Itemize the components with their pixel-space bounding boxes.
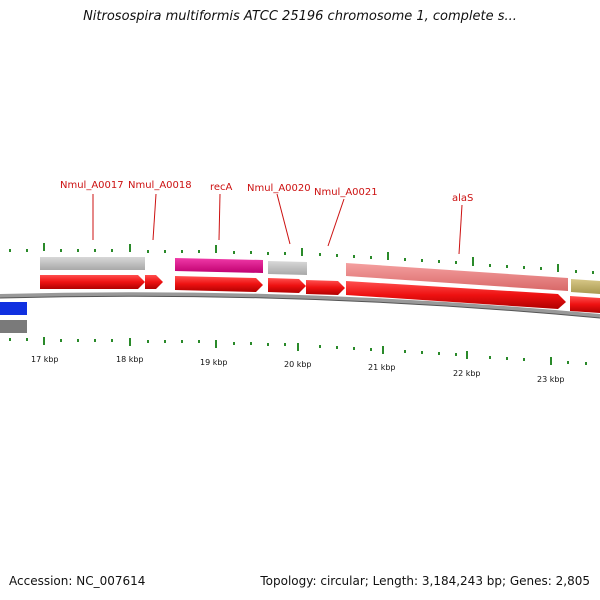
cds-arrow-nmul-a0021[interactable]	[306, 280, 345, 295]
gene-label-nmul-a0020[interactable]: Nmul_A0020	[247, 183, 311, 194]
scale-label-18kbp: 18 kbp	[116, 355, 144, 364]
gene-feature-nmul-a0020[interactable]	[268, 261, 307, 275]
cds-track	[40, 275, 600, 313]
cds-arrow-alas[interactable]	[346, 281, 566, 309]
gene-track	[40, 257, 600, 294]
gene-label-alas[interactable]: alaS	[452, 193, 473, 204]
cds-arrow-right-edge[interactable]	[570, 296, 600, 313]
scale-label-23kbp: 23 kbp	[537, 375, 565, 384]
outer-ticks	[9, 243, 594, 274]
accession-text: Accession: NC_007614	[9, 574, 146, 588]
scale-label-21kbp: 21 kbp	[368, 363, 396, 372]
scale-label-17kbp: 17 kbp	[31, 355, 59, 364]
gene-label-nmul-a0021[interactable]: Nmul_A0021	[314, 187, 378, 198]
genome-stats-text: Topology: circular; Length: 3,184,243 bp…	[260, 574, 590, 588]
scale-label-19kbp: 19 kbp	[200, 358, 228, 367]
gene-label-nmul-a0018[interactable]: Nmul_A0018	[128, 180, 192, 191]
gene-feature-reca[interactable]	[175, 258, 263, 273]
cds-arrow-reca[interactable]	[175, 276, 263, 292]
chromosome-backbone-shade	[0, 295, 600, 319]
gene-label-reca[interactable]: recA	[210, 182, 233, 193]
label-lines	[92, 193, 463, 255]
cds-arrow-nmul-a0020[interactable]	[268, 278, 306, 293]
blue-feature[interactable]	[0, 302, 27, 315]
scale-label-22kbp: 22 kbp	[453, 369, 481, 378]
cds-arrow-nmul-a0018[interactable]	[145, 275, 163, 289]
gene-label-nmul-a0017[interactable]: Nmul_A0017	[60, 180, 124, 191]
gene-feature-olive[interactable]	[571, 279, 600, 294]
map-title: Nitrosospira multiformis ATCC 25196 chro…	[83, 9, 517, 24]
chromosome-backbone	[0, 292, 600, 318]
gene-feature-nmul-a0017[interactable]	[40, 257, 145, 270]
gray-feature-left[interactable]	[0, 320, 27, 333]
gene-feature-alas[interactable]	[346, 263, 568, 291]
scale-label-20kbp: 20 kbp	[284, 360, 312, 369]
inner-ticks	[9, 337, 587, 365]
cds-arrow-nmul-a0017[interactable]	[40, 275, 145, 289]
